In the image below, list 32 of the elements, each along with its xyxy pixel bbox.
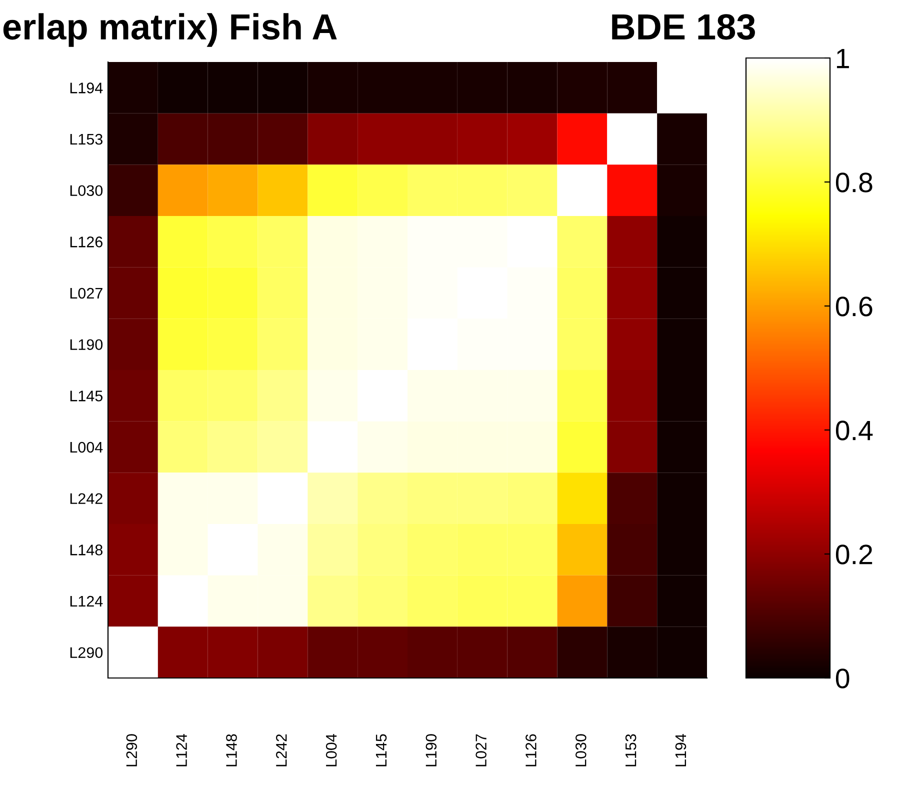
y-tick-label: L145 — [70, 390, 102, 402]
color-bar-label: 0.4 — [836, 420, 873, 440]
color-bar-label: 0.2 — [836, 544, 872, 564]
y-tick-label: L027 — [70, 288, 102, 299]
y-tick-label: L004 — [70, 442, 103, 453]
x-tick-label: L194 — [675, 734, 686, 766]
x-tick-label: L126 — [526, 734, 536, 766]
x-tick-label: L242 — [276, 734, 287, 766]
x-tick-label: L153 — [625, 734, 636, 766]
y-tick-label: L242 — [70, 493, 102, 504]
chart-subtitle: BDE 183 — [612, 14, 755, 40]
y-tick-label: L290 — [70, 647, 103, 658]
y-tick-label: L194 — [70, 82, 103, 94]
y-tick-label: L126 — [70, 236, 102, 248]
x-tick-label: L190 — [426, 734, 437, 766]
color-bar-label: 1 — [836, 48, 849, 68]
x-tick-label: L290 — [126, 734, 138, 766]
y-tick-label: L124 — [70, 596, 103, 607]
color-bar-label: 0 — [836, 668, 850, 688]
y-tick-label: L190 — [70, 339, 103, 350]
y-tick-label: L148 — [70, 544, 102, 556]
y-tick-label: L030 — [70, 185, 103, 196]
color-bar-label: 0.8 — [836, 172, 872, 192]
x-tick-label: L148 — [226, 734, 237, 766]
x-tick-label: L027 — [476, 734, 486, 766]
y-tick-label: L153 — [70, 134, 102, 145]
x-tick-label: L004 — [326, 734, 337, 766]
x-tick-label: L030 — [575, 734, 586, 766]
color-bar-label: 0.6 — [836, 296, 872, 316]
x-tick-label: L145 — [376, 734, 387, 766]
x-tick-label: L124 — [176, 734, 187, 766]
chart-title: erlap matrix) Fish A — [3, 13, 337, 47]
